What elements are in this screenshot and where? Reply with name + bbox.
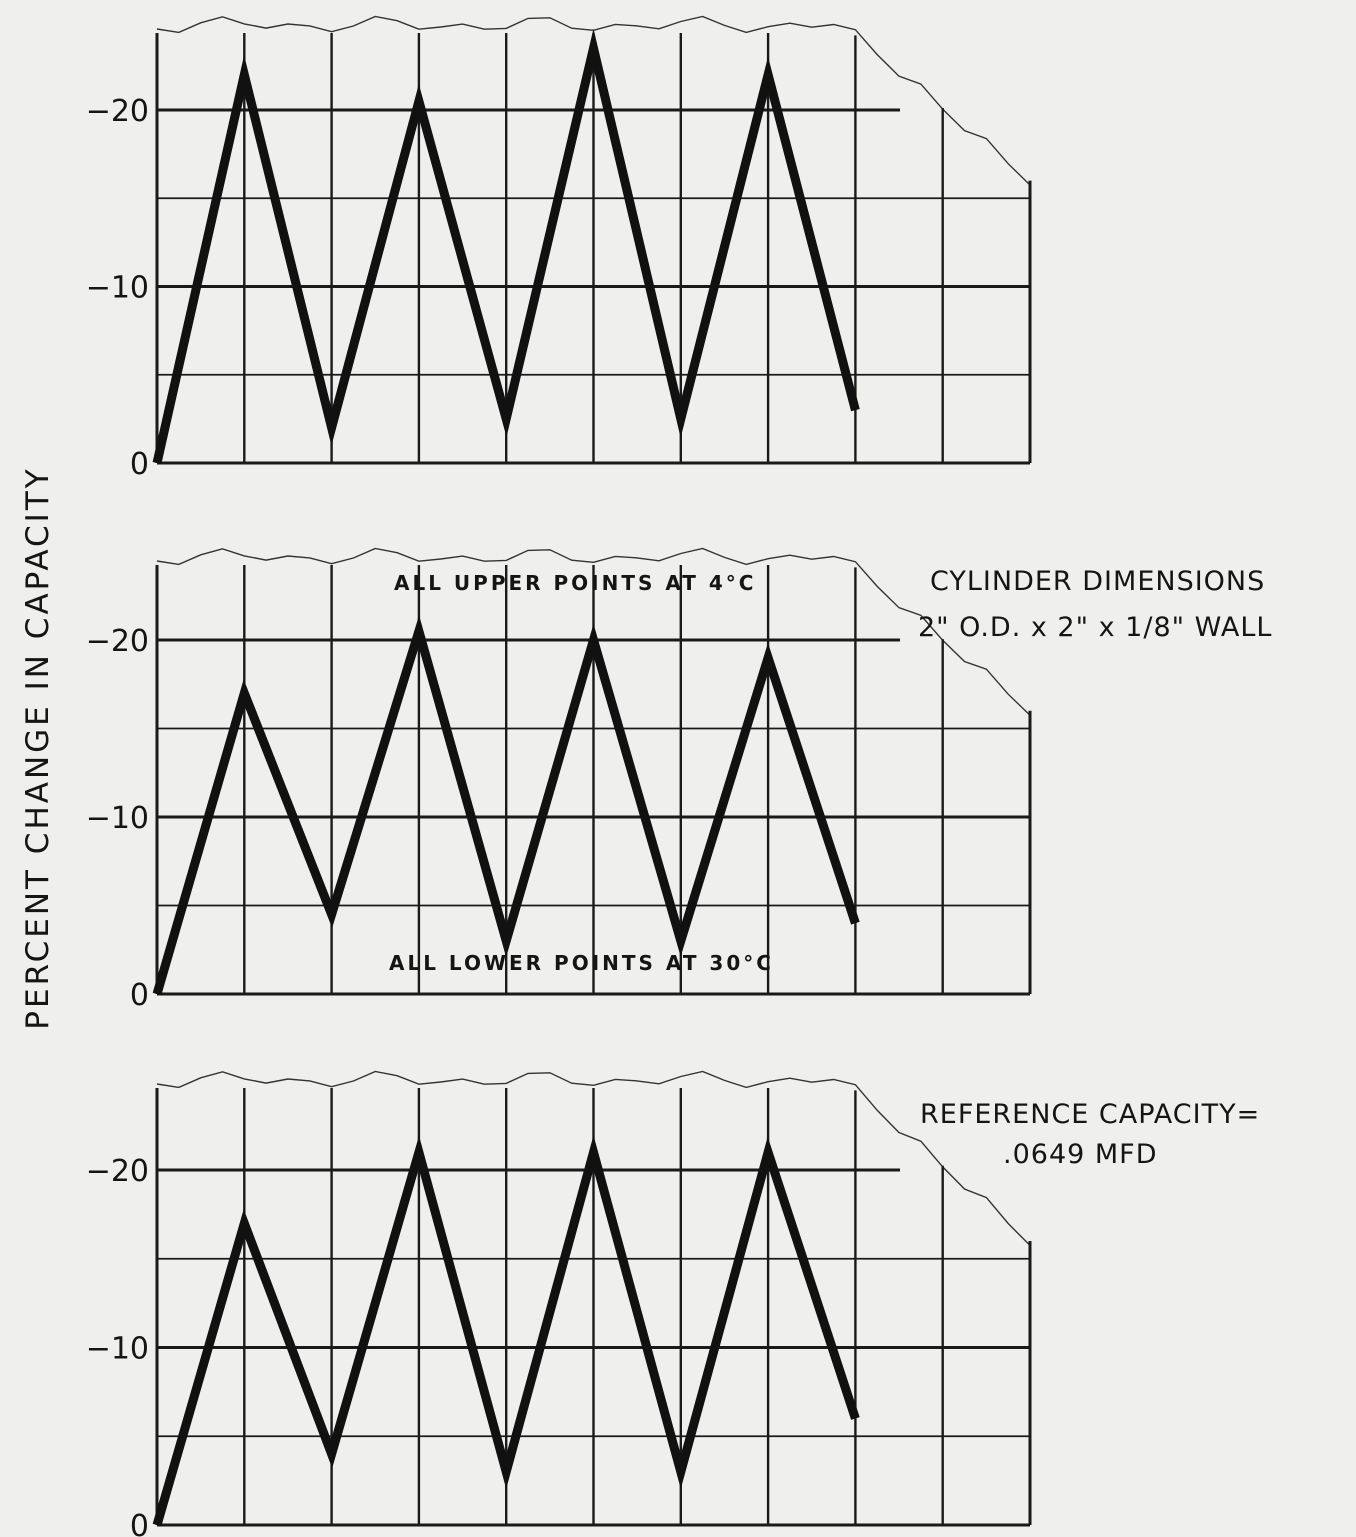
chart-panel-3: 0 −10 −20 xyxy=(86,1070,1032,1537)
torn-edge xyxy=(156,1070,1031,1246)
charts-group: 0 −10 −20 0 −10 −20 0 −10 −20 xyxy=(86,15,1032,1537)
y-tick-label: 0 xyxy=(130,1509,149,1537)
annotation-lower-points: ALL LOWER POINTS AT 30°C xyxy=(389,951,774,975)
reference-capacity-title: REFERENCE CAPACITY= xyxy=(920,1099,1260,1130)
y-tick-label: −10 xyxy=(86,271,149,306)
data-series-line xyxy=(152,28,860,464)
chart-panel-2: 0 −10 −20 xyxy=(86,547,1032,1013)
cylinder-dimensions-value: 2" O.D. x 2" x 1/8" WALL xyxy=(918,612,1272,643)
y-tick-label: −10 xyxy=(86,801,149,836)
y-tick-label: 0 xyxy=(130,447,149,482)
y-tick-label: 0 xyxy=(130,978,149,1013)
cylinder-dimensions-title: CYLINDER DIMENSIONS xyxy=(930,566,1265,597)
torn-edge xyxy=(156,547,1031,716)
chart-panel-1: 0 −10 −20 xyxy=(86,15,1032,482)
y-axis-label: PERCENT CHANGE IN CAPACITY xyxy=(20,466,56,1029)
reference-capacity-value: .0649 MFD xyxy=(1003,1139,1158,1170)
y-tick-label: −20 xyxy=(86,624,149,659)
y-tick-label: −10 xyxy=(86,1332,149,1367)
y-tick-label: −20 xyxy=(86,1154,149,1189)
y-tick-label: −20 xyxy=(86,94,149,129)
annotation-upper-points: ALL UPPER POINTS AT 4°C xyxy=(394,571,757,595)
data-series-line xyxy=(152,1135,860,1527)
